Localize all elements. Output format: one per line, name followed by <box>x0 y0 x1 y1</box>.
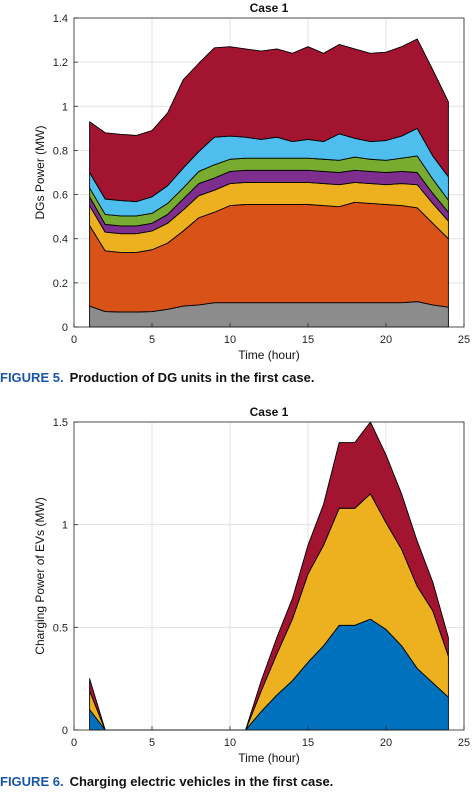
y-tick-label: 0.2 <box>53 278 68 290</box>
x-axis-label: Time (hour) <box>238 348 300 362</box>
y-tick-label: 0 <box>62 322 68 334</box>
figure-6-text: Charging electric vehicles in the first … <box>69 774 334 789</box>
area-series-7 <box>89 38 449 203</box>
chart-dg-production: 0 5 10 15 20 25 0 0.2 0.4 0.6 0.8 1 1.2 1.4 Case 1 Time… <box>33 1 470 362</box>
x-tick-label: 5 <box>149 334 155 346</box>
x-tick-label: 25 <box>458 737 470 749</box>
figure-6-caption: FIGURE 6. Charging electric vehicles in t… <box>0 774 333 789</box>
y-tick-label: 0.8 <box>53 145 68 157</box>
y-tick-label: 0.4 <box>53 234 68 246</box>
x-tick-label: 15 <box>302 334 314 346</box>
y-tick-label: 1 <box>62 520 68 532</box>
x-tick-label: 25 <box>458 334 470 346</box>
y-tick-label: 1.2 <box>53 57 68 69</box>
figure-5-caption: FIGURE 5. Production of DG units in the f… <box>0 370 314 385</box>
x-tick-label: 10 <box>224 334 236 346</box>
figure-5-text: Production of DG units in the first case… <box>69 370 315 385</box>
x-tick-label: 20 <box>380 334 392 346</box>
chart-title: Case 1 <box>250 1 289 15</box>
chart-ev-charging: 0 5 10 15 20 25 0 0.5 1 1.5 Case 1 Time (hour) Charg… <box>33 405 470 765</box>
y-tick-label: 1.4 <box>53 13 68 25</box>
x-tick-label: 0 <box>71 737 77 749</box>
x-tick-label: 20 <box>380 737 392 749</box>
chart-title: Case 1 <box>250 405 289 419</box>
x-tick-label: 10 <box>224 737 236 749</box>
figure-6-number: FIGURE 6. <box>0 774 64 789</box>
y-tick-label: 1.5 <box>53 417 68 429</box>
y-axis-label: DGs Power (MW) <box>33 126 47 220</box>
y-tick-label: 0.6 <box>53 190 68 202</box>
x-axis-label: Time (hour) <box>238 751 300 765</box>
y-tick-label: 0.5 <box>53 622 68 634</box>
figure-5-number: FIGURE 5. <box>0 370 64 385</box>
y-tick-label: 0 <box>62 725 68 737</box>
x-tick-label: 15 <box>302 737 314 749</box>
x-tick-label: 0 <box>71 334 77 346</box>
axes-frame <box>73 421 465 731</box>
y-tick-label: 1 <box>62 101 68 113</box>
axes-frame <box>73 17 465 328</box>
x-tick-label: 5 <box>149 737 155 749</box>
y-axis-label: Charging Power of EVs (MW) <box>33 497 47 654</box>
